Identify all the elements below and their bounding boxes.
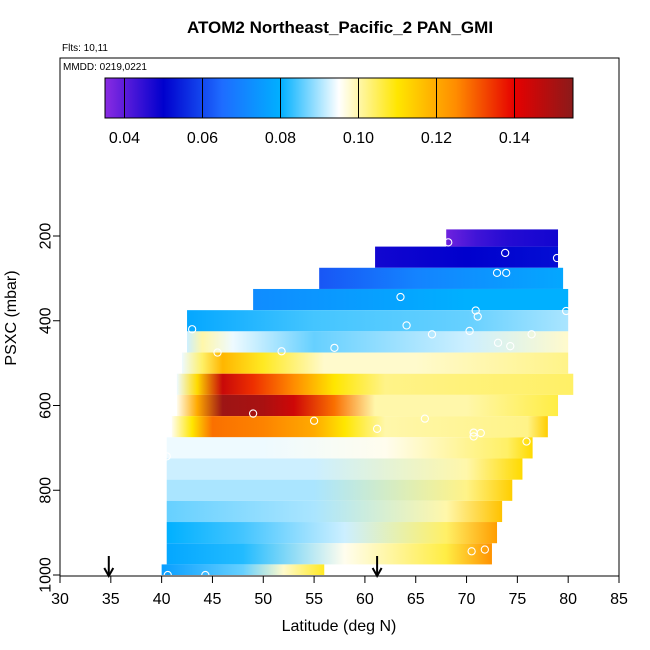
arrow-head bbox=[103, 567, 115, 579]
heatmap-row bbox=[166, 458, 523, 480]
sample-point bbox=[492, 268, 502, 278]
colorbar-tick-label: 0.10 bbox=[343, 130, 374, 147]
y-axis: 200 400 600 800 1000 bbox=[38, 223, 60, 593]
sample-point bbox=[427, 330, 437, 339]
colorbar-tick-label: 0.04 bbox=[109, 130, 140, 147]
x-tick-label: 50 bbox=[254, 591, 272, 608]
sample-point bbox=[469, 432, 478, 441]
heatmap bbox=[161, 229, 574, 575]
heatmap-row bbox=[319, 267, 564, 289]
x-tick-label: 40 bbox=[153, 591, 171, 608]
heatmap-row bbox=[176, 373, 574, 395]
sample-point bbox=[552, 253, 562, 263]
x-tick-label: 30 bbox=[51, 591, 69, 608]
sample-point bbox=[372, 424, 382, 433]
y-tick-label: 1000 bbox=[38, 557, 55, 593]
sample-point bbox=[277, 347, 286, 356]
sample-points bbox=[162, 238, 571, 580]
y-tick-label: 400 bbox=[38, 307, 55, 334]
heatmap-row bbox=[375, 246, 559, 268]
sample-point bbox=[471, 306, 480, 315]
heatmap-row bbox=[187, 310, 569, 332]
colorbar: 0.04 0.06 0.08 0.10 0.12 0.14 bbox=[104, 77, 574, 147]
heatmap-row bbox=[171, 416, 548, 438]
y-tick-label: 800 bbox=[38, 477, 55, 504]
heatmap-row bbox=[166, 479, 513, 501]
x-tick-label: 85 bbox=[610, 591, 628, 608]
sample-point bbox=[248, 409, 258, 418]
arrow-head bbox=[371, 567, 383, 579]
sample-point bbox=[467, 547, 476, 556]
heatmap-row bbox=[253, 288, 569, 311]
sample-point bbox=[444, 238, 453, 247]
sample-point bbox=[402, 321, 411, 330]
x-tick-label: 75 bbox=[508, 591, 526, 608]
flights-label: Flts: 10,11 bbox=[62, 43, 108, 54]
chart-title: ATOM2 Northeast_Pacific_2 PAN_GMI bbox=[187, 18, 493, 37]
x-tick-label: 55 bbox=[305, 591, 323, 608]
sample-point bbox=[473, 312, 482, 321]
sample-point bbox=[420, 414, 430, 423]
heatmap-row bbox=[176, 394, 559, 417]
colorbar-tick-label: 0.08 bbox=[265, 130, 296, 147]
heatmap-row bbox=[161, 564, 325, 575]
x-axis: 30 35 40 45 50 55 60 65 70 75 80 85 bbox=[51, 576, 628, 608]
sample-point bbox=[502, 268, 511, 278]
sample-point bbox=[309, 416, 319, 425]
heatmap-row bbox=[181, 352, 569, 374]
x-tick-label: 60 bbox=[356, 591, 374, 608]
x-tick-label: 70 bbox=[458, 591, 476, 608]
dates-label: MMDD: 0219,0221 bbox=[63, 62, 147, 73]
sample-point bbox=[396, 292, 405, 302]
x-tick-label: 45 bbox=[204, 591, 222, 608]
heatmap-row bbox=[446, 229, 559, 247]
sample-point bbox=[213, 348, 222, 357]
sample-point bbox=[465, 326, 474, 336]
sample-point bbox=[162, 452, 171, 461]
sample-point bbox=[187, 325, 197, 334]
colorbar-tick-label: 0.14 bbox=[499, 130, 530, 147]
x-tick-label: 80 bbox=[559, 591, 577, 608]
heatmap-row bbox=[166, 437, 533, 459]
heatmap-row bbox=[166, 500, 503, 523]
arrows bbox=[103, 556, 383, 579]
heatmap-row bbox=[166, 543, 492, 565]
sample-point bbox=[522, 437, 531, 446]
sample-point bbox=[527, 330, 536, 339]
colorbar-tick-label: 0.06 bbox=[187, 130, 218, 147]
sample-point bbox=[201, 570, 210, 580]
plot-frame bbox=[59, 57, 620, 577]
sample-point bbox=[163, 570, 172, 580]
colorbar-gradient bbox=[104, 77, 574, 119]
y-tick-label: 200 bbox=[38, 223, 55, 250]
sample-point bbox=[561, 306, 571, 316]
y-tick-label: 600 bbox=[38, 392, 55, 419]
sample-point bbox=[476, 428, 485, 438]
x-axis-label: Latitude (deg N) bbox=[282, 618, 397, 635]
sample-point bbox=[506, 342, 515, 351]
sample-point bbox=[330, 343, 339, 353]
y-axis-label: PSXC (mbar) bbox=[3, 270, 20, 365]
heatmap-row bbox=[166, 522, 498, 544]
x-tick-label: 65 bbox=[407, 591, 425, 608]
sample-point bbox=[501, 248, 510, 258]
sample-point bbox=[493, 338, 503, 347]
x-tick-label: 35 bbox=[102, 591, 120, 608]
colorbar-tick-label: 0.12 bbox=[421, 130, 452, 147]
sample-point bbox=[480, 545, 489, 554]
